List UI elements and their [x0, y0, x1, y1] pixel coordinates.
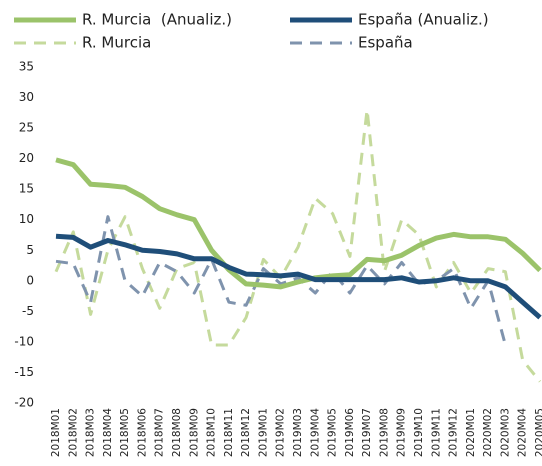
x-tick-label: 2018M12	[240, 408, 252, 457]
x-tick-label: 2018M02	[67, 408, 79, 457]
x-tick-label: 2019M03	[292, 408, 304, 457]
legend-label: R. Murcia	[82, 34, 151, 52]
x-tick-label: 2020M03	[499, 408, 511, 457]
legend-label: España (Anualiz.)	[358, 11, 489, 29]
x-tick-label: 2018M10	[206, 408, 218, 457]
y-tick-label: -10	[14, 334, 34, 348]
x-tick-label: 2019M05	[327, 408, 339, 457]
x-tick-label: 2019M06	[344, 408, 356, 457]
x-tick-label: 2019M11	[430, 408, 442, 457]
y-tick-label: 25	[19, 121, 34, 135]
x-tick-label: 2018M06	[136, 408, 148, 457]
x-tick-label: 2018M08	[171, 408, 183, 457]
x-tick-label: 2018M11	[223, 408, 235, 457]
x-tick-label: 2019M07	[361, 408, 373, 457]
legend-label: R. Murcia (Anualiz.)	[82, 11, 232, 29]
x-tick-label: 2020M02	[482, 408, 494, 457]
x-tick-label: 2018M04	[102, 408, 114, 457]
y-tick-label: 20	[19, 151, 34, 165]
y-tick-label: 10	[19, 212, 34, 226]
x-tick-label: 2018M07	[154, 408, 166, 457]
legend-label: España	[358, 34, 413, 52]
x-tick-label: 2019M04	[309, 408, 321, 457]
x-tick-label: 2019M12	[448, 408, 460, 457]
y-tick-label: 5	[26, 243, 34, 257]
x-tick-label: 2019M10	[413, 408, 425, 457]
series-line	[55, 233, 542, 320]
y-tick-label: 35	[19, 60, 34, 74]
y-tick-label: -15	[14, 365, 34, 379]
series-line	[55, 157, 542, 290]
x-tick-label: 2019M09	[396, 408, 408, 457]
x-tick-label: 2020M05	[534, 408, 542, 457]
y-tick-label: 30	[19, 90, 34, 104]
x-tick-label: 2018M05	[119, 408, 131, 457]
x-tick-label: 2019M08	[378, 408, 390, 457]
x-tick-label: 2019M02	[275, 408, 287, 457]
y-tick-label: -5	[22, 304, 34, 318]
x-tick-label: 2018M01	[50, 408, 62, 457]
x-tick-label: 2019M01	[257, 408, 269, 457]
x-tick-label: 2018M09	[188, 408, 200, 457]
series-line	[54, 108, 542, 383]
y-tick-label: 15	[19, 182, 34, 196]
y-tick-label: 0	[26, 273, 34, 287]
y-tick-label: -20	[14, 396, 34, 410]
x-tick-label: 2020M04	[517, 408, 529, 457]
x-tick-label: 2020M01	[465, 408, 477, 457]
x-tick-label: 2018M03	[85, 408, 97, 457]
